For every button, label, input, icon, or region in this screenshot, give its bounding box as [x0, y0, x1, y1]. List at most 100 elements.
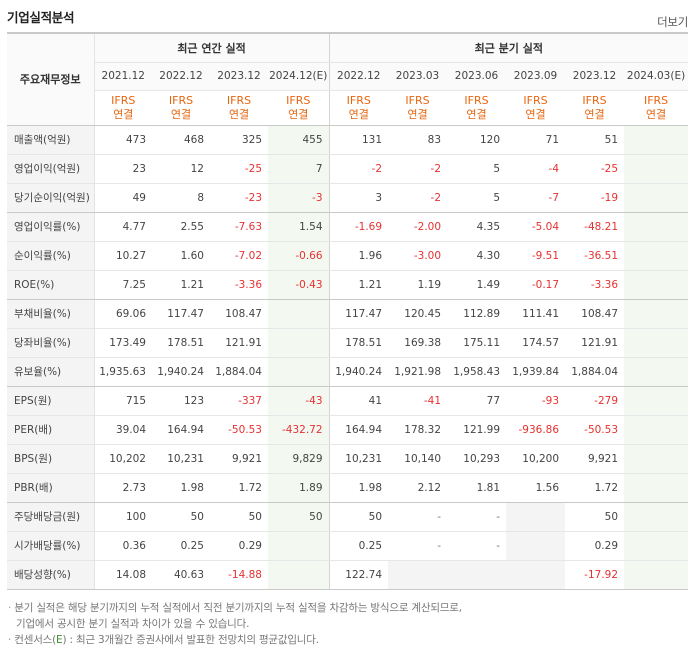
- row-label: 매출액(억원): [7, 125, 95, 155]
- table-cell: -2: [388, 183, 448, 213]
- footnote-2: · 컨센서스(E) : 최근 3개월간 증권사에서 발표한 전망치의 평균값입니…: [8, 634, 319, 646]
- table-cell: -: [447, 502, 507, 532]
- table-cell: 83: [388, 125, 448, 155]
- table-cell: -48.21: [565, 212, 625, 242]
- period-header: 2023.09: [506, 62, 566, 91]
- table-cell: 111.41: [506, 299, 566, 329]
- basis-header: IFRS 연결: [329, 90, 389, 126]
- table-cell: 40.63: [152, 560, 210, 590]
- financial-summary-table: 주요재무정보 최근 연간 실적 최근 분기 실적 2021.12 2022.12 2…: [7, 32, 689, 590]
- table-cell: [268, 357, 330, 387]
- table-cell: 10,231: [329, 444, 389, 474]
- table-row: 부채비율(%) 69.06 117.47 108.47 117.47 120.45 112.…: [7, 299, 689, 329]
- table-cell: -2: [388, 154, 448, 184]
- table-cell: 169.38: [388, 328, 448, 358]
- table-cell: [624, 154, 689, 184]
- table-cell: -279: [565, 386, 625, 416]
- basis-header: IFRS 연결: [210, 90, 268, 126]
- table-cell: -: [447, 531, 507, 561]
- period-header: 2024.12(E): [268, 62, 330, 91]
- table-cell: 49: [94, 183, 152, 213]
- footnote-1: · 분기 실적은 해당 분기까지의 누적 실적에서 직전 분기까지의 누적 실적…: [8, 602, 462, 614]
- table-cell: 5: [447, 154, 507, 184]
- more-link[interactable]: 더보기: [657, 15, 688, 29]
- table-row: 영업이익(억원) 23 12 -25 7 -2 -2 5 -4 -25: [7, 154, 689, 184]
- table-cell: 9,921: [210, 444, 268, 474]
- row-label: BPS(원): [7, 444, 95, 474]
- table-cell: -7.02: [210, 241, 268, 271]
- table-cell: -3: [268, 183, 330, 213]
- table-cell: 4.35: [447, 212, 507, 242]
- row-label: 영업이익(억원): [7, 154, 95, 184]
- table-cell: -1.69: [329, 212, 389, 242]
- table-cell: 50: [565, 502, 625, 532]
- basis-header: IFRS 연결: [388, 90, 448, 126]
- table-cell: 1.21: [152, 270, 210, 300]
- table-cell: 173.49: [94, 328, 152, 358]
- table-cell: -2: [329, 154, 389, 184]
- table-cell: 1.81: [447, 473, 507, 503]
- period-header: 2023.03: [388, 62, 448, 91]
- table-cell: [506, 560, 566, 590]
- table-cell: -7.63: [210, 212, 268, 242]
- table-cell: [624, 415, 689, 445]
- table-cell: 7.25: [94, 270, 152, 300]
- table-cell: [624, 299, 689, 329]
- table-cell: -3.36: [210, 270, 268, 300]
- table-cell: -432.72: [268, 415, 330, 445]
- basis-header: IFRS 연결: [152, 90, 210, 126]
- table-cell: 1.72: [210, 473, 268, 503]
- table-cell: -7: [506, 183, 566, 213]
- table-cell: 108.47: [565, 299, 625, 329]
- table-cell: 10,231: [152, 444, 210, 474]
- table-cell: -19: [565, 183, 625, 213]
- table-cell: 120: [447, 125, 507, 155]
- table-cell: 121.91: [565, 328, 625, 358]
- table-cell: 1,884.04: [565, 357, 625, 387]
- table-row: 영업이익률(%) 4.77 2.55 -7.63 1.54 -1.69 -2.00 4.35-…: [7, 212, 689, 242]
- basis-header-row: IFRS 연결 IFRS 연결 IFRS 연결 IFRS 연결 IFRS 연결 IFRS 연결 IFRS…: [7, 90, 689, 126]
- table-cell: 1.49: [447, 270, 507, 300]
- table-cell: [624, 502, 689, 532]
- table-cell: 1,935.63: [94, 357, 152, 387]
- table-cell: -2.00: [388, 212, 448, 242]
- table-cell: [624, 531, 689, 561]
- table-row: PBR(배) 2.73 1.98 1.72 1.89 1.98 2.12 1.81 1.56 1.…: [7, 473, 689, 503]
- table-cell: 0.29: [210, 531, 268, 561]
- table-cell: 1,939.84: [506, 357, 566, 387]
- table-cell: [624, 560, 689, 590]
- table-cell: 7: [268, 154, 330, 184]
- table-cell: -17.92: [565, 560, 625, 590]
- table-cell: 1.19: [388, 270, 448, 300]
- table-cell: 100: [94, 502, 152, 532]
- table-cell: 9,829: [268, 444, 330, 474]
- table-cell: -14.88: [210, 560, 268, 590]
- table-cell: [624, 270, 689, 300]
- table-cell: 1.60: [152, 241, 210, 271]
- table-cell: -9.51: [506, 241, 566, 271]
- table-cell: 121.99: [447, 415, 507, 445]
- table-cell: 12: [152, 154, 210, 184]
- period-header: 2022.12: [329, 62, 389, 91]
- table-cell: 50: [268, 502, 330, 532]
- table-cell: 121.91: [210, 328, 268, 358]
- table-cell: 1,940.24: [329, 357, 389, 387]
- table-cell: 3: [329, 183, 389, 213]
- table-cell: [268, 560, 330, 590]
- table-cell: [624, 183, 689, 213]
- table-row: BPS(원) 10,202 10,231 9,921 9,829 10,231 10,140…: [7, 444, 689, 474]
- table-cell: 1.21: [329, 270, 389, 300]
- label-column-header: 주요재무정보: [7, 33, 95, 126]
- table-cell: 2.55: [152, 212, 210, 242]
- table-cell: -41: [388, 386, 448, 416]
- row-label: 배당성향(%): [7, 560, 95, 590]
- table-cell: 1.98: [329, 473, 389, 503]
- table-cell: 0.25: [152, 531, 210, 561]
- table-cell: -337: [210, 386, 268, 416]
- table-cell: 10,140: [388, 444, 448, 474]
- table-cell: [268, 531, 330, 561]
- table-row: 시가배당률(%) 0.36 0.25 0.29 0.25- -0.29: [7, 531, 689, 561]
- table-cell: 112.89: [447, 299, 507, 329]
- table-cell: 1.98: [152, 473, 210, 503]
- table-cell: 4.30: [447, 241, 507, 271]
